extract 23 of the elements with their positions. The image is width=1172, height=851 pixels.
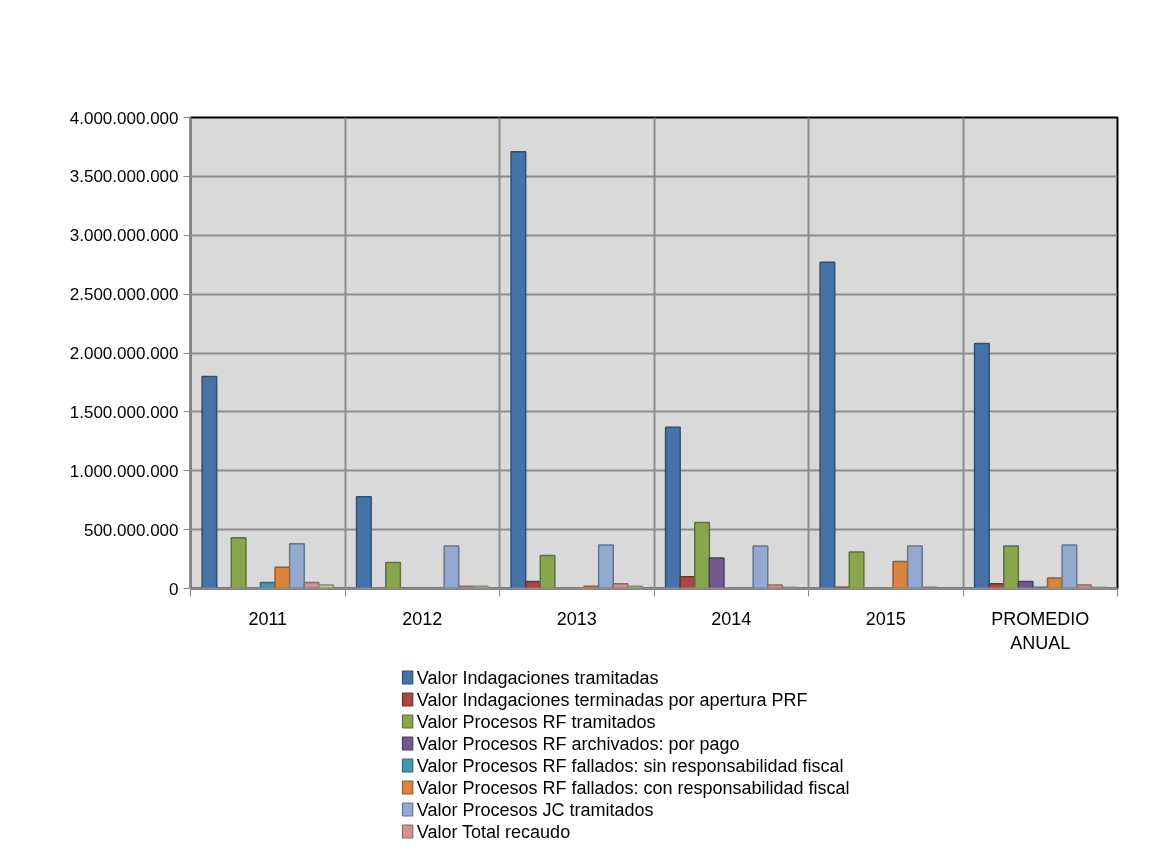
x-tick-label: PROMEDIO ANUAL (991, 608, 1090, 653)
x-tick-label: 2011 (248, 608, 288, 629)
y-tick-label: 500.000.000 (83, 520, 179, 540)
legend-label: Valor Indagaciones tramitadas (416, 667, 659, 688)
legend-label: Valor Total recaudo (416, 821, 571, 842)
y-tick-label: 3.500.000.000 (69, 167, 179, 187)
x-tick-label: 2015 (865, 608, 906, 629)
legend-label: Valor Procesos RF tramitados (416, 711, 656, 732)
legend-label: Valor Procesos RF fallados: sin responsabilidad fiscal (416, 755, 844, 776)
legend-label: Valor Indagaciones terminadas por apertura PRF (416, 689, 808, 710)
y-tick-label: 4.000.000.000 (69, 108, 179, 128)
legend-label: Valor Procesos RF fallados: con responsabilidad fiscal (416, 777, 850, 798)
y-tick-label: 0 (169, 579, 179, 599)
x-tick-label: 2013 (556, 608, 597, 629)
y-tick-label: 2.500.000.000 (69, 285, 179, 305)
legend-label: Valor Procesos JC tramitados (416, 799, 654, 820)
x-tick-label: 2014 (711, 608, 752, 629)
y-tick-label: 1.500.000.000 (69, 402, 179, 422)
y-tick-label: 3.000.000.000 (69, 226, 179, 246)
y-tick-label: 1.000.000.000 (69, 461, 179, 481)
y-tick-label: 2.000.000.000 (69, 344, 179, 363)
legend-label: Valor Procesos RF archivados: por pago (416, 733, 740, 754)
x-tick-label: 2012 (402, 608, 443, 629)
